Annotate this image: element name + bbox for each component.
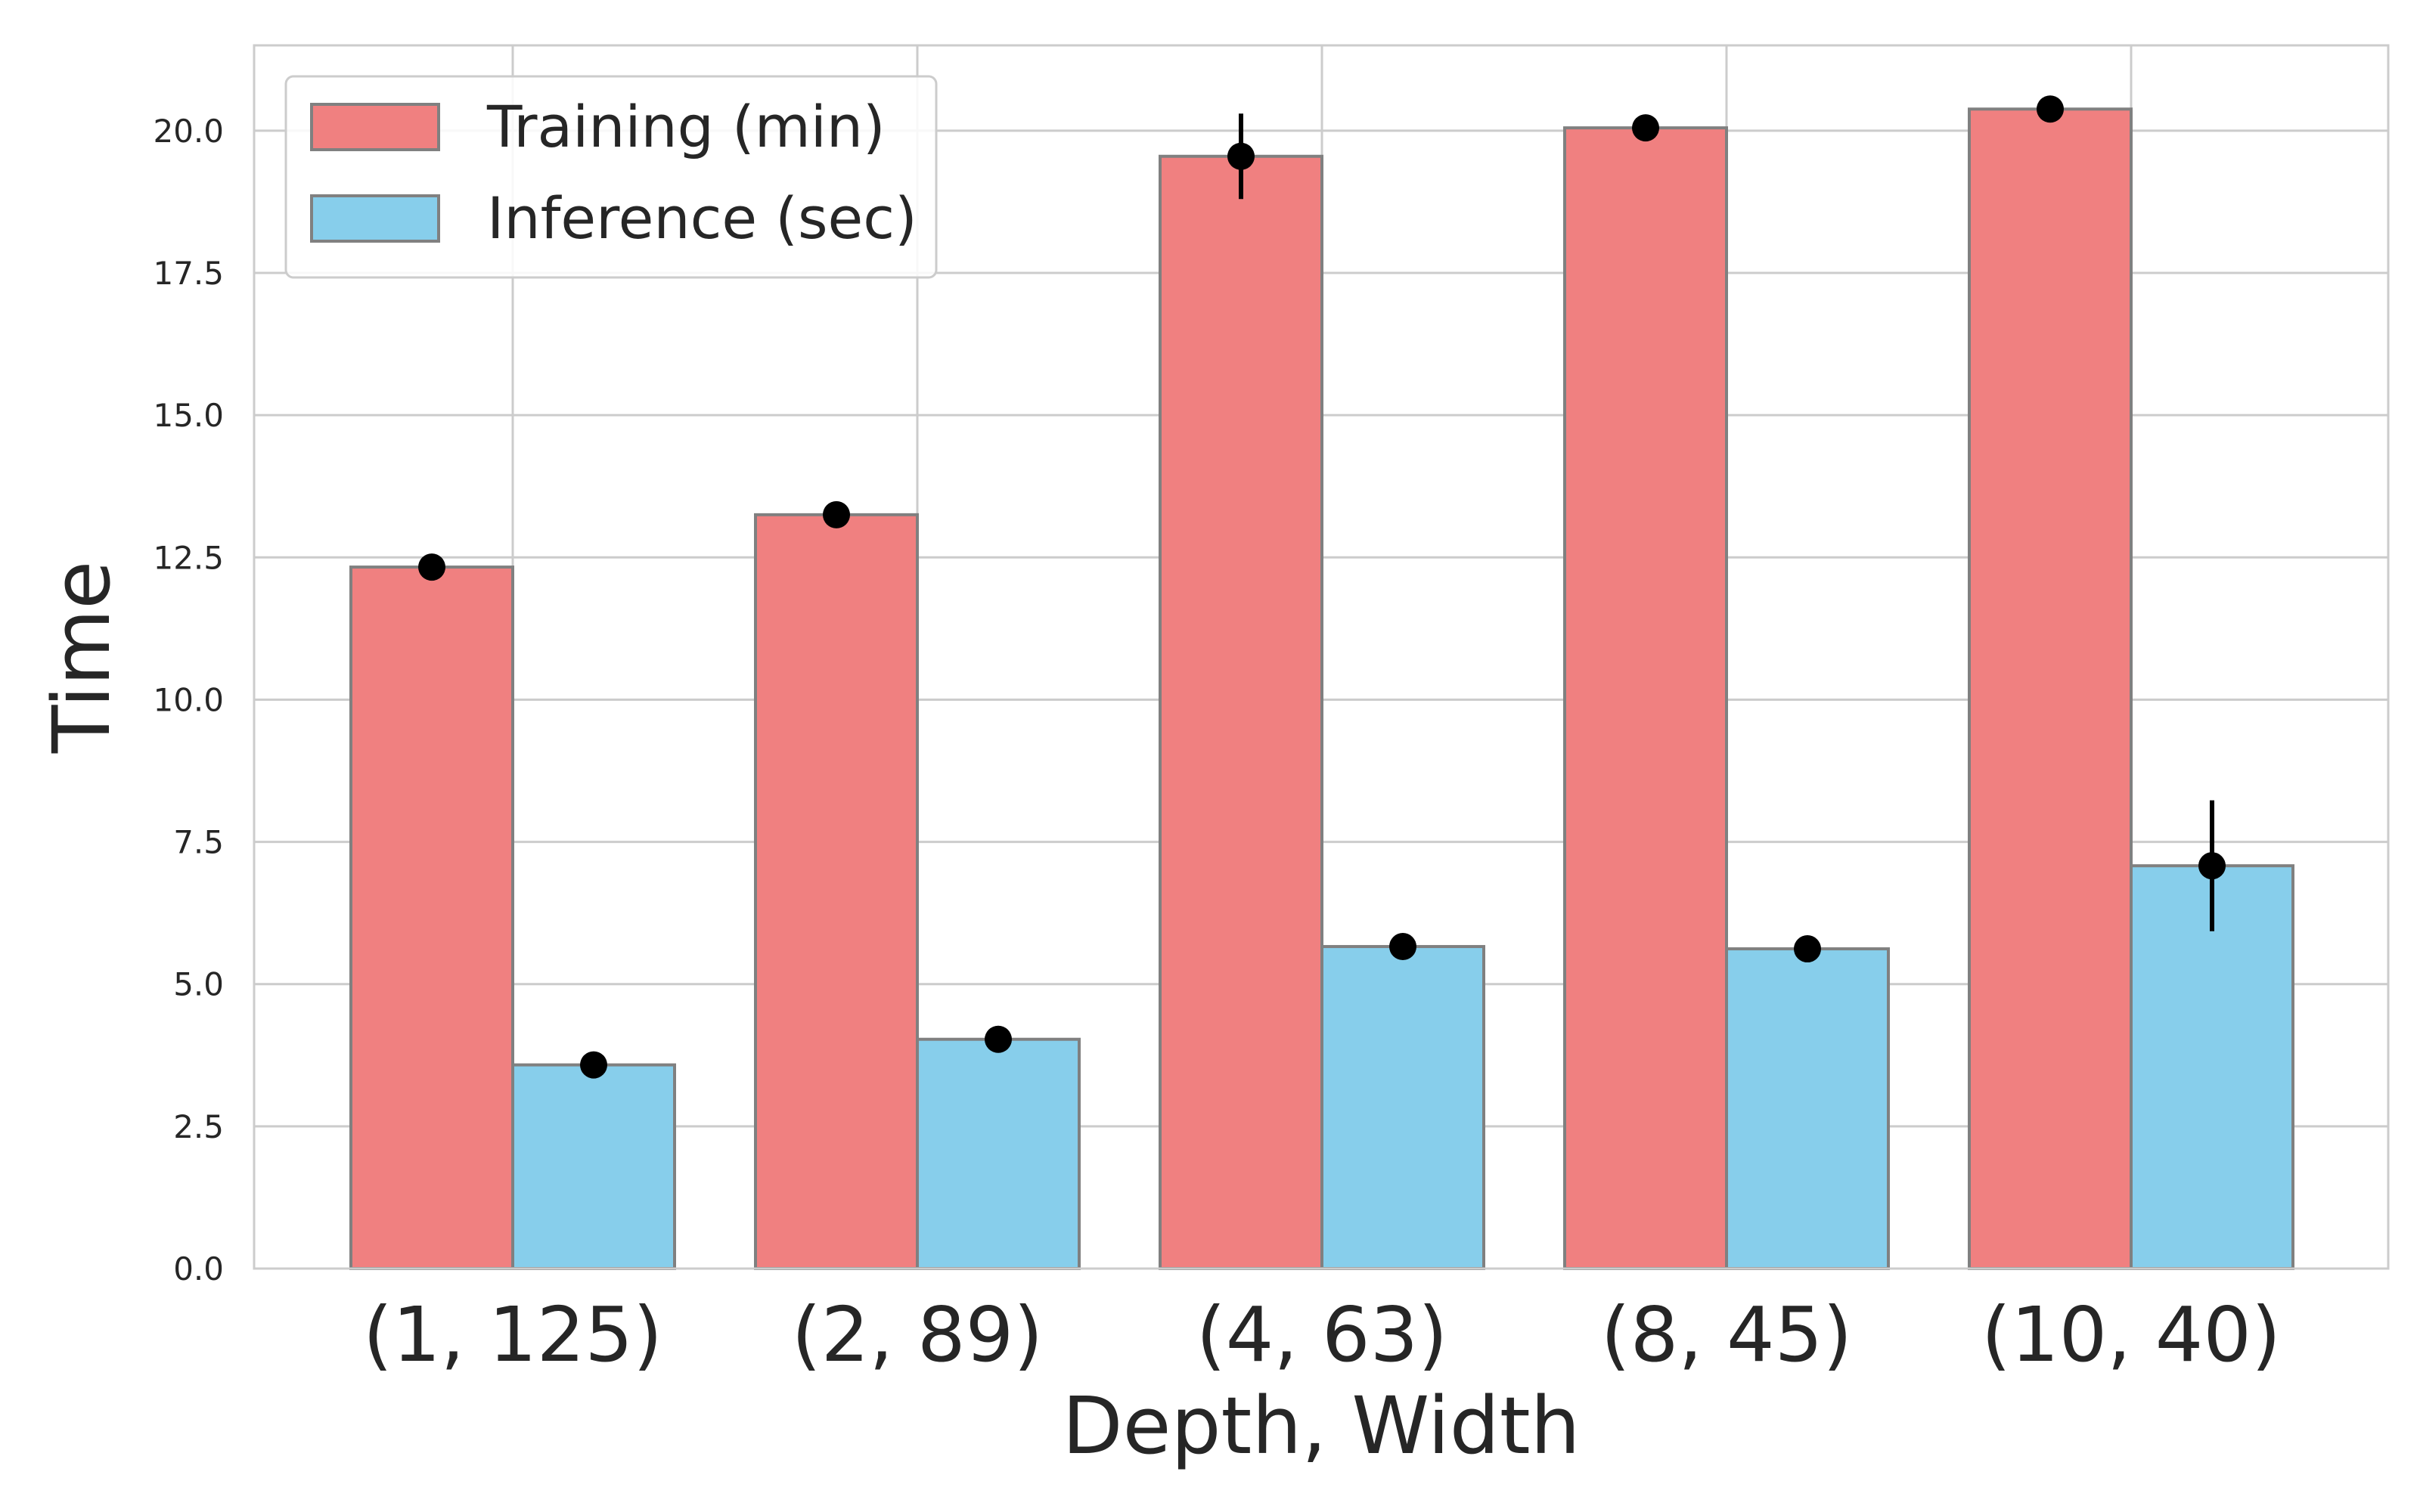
x-tick-label: (1, 125) <box>363 1290 662 1379</box>
y-axis-label: Time <box>36 561 128 754</box>
mean-marker-inference <box>985 1025 1012 1053</box>
y-tick-label: 5.0 <box>173 966 224 1003</box>
bar-training <box>349 565 514 1270</box>
mean-marker-inference <box>1794 935 1821 963</box>
mean-marker-inference <box>2198 852 2226 880</box>
legend-swatch-inference <box>310 194 440 243</box>
plot-frame <box>253 44 2390 1270</box>
markers <box>418 95 2226 1079</box>
legend-label-training: Training (min) <box>486 93 886 160</box>
y-tick-label: 2.5 <box>173 1108 224 1145</box>
legend: Training (min) Inference (sec) <box>284 75 938 279</box>
y-tick-label: 10.0 <box>153 681 224 718</box>
y-tick-labels: 0.0 2.5 5.0 7.5 10.0 12.5 15.0 17.5 20.0 <box>153 113 224 1287</box>
bars <box>349 107 2294 1271</box>
y-tick-label: 0.0 <box>173 1250 224 1287</box>
mean-marker-training <box>418 553 445 581</box>
x-tick-label: (8, 45) <box>1601 1290 1852 1379</box>
bar-training <box>1159 154 1323 1271</box>
legend-swatch-training <box>310 103 440 151</box>
mean-marker-training <box>2037 95 2064 123</box>
mean-marker-training <box>823 500 850 528</box>
bar-inference <box>1320 945 1485 1271</box>
bar-inference <box>511 1063 676 1271</box>
y-tick-label: 20.0 <box>153 113 224 150</box>
bar-training <box>1968 107 2133 1271</box>
x-axis-label: Depth, Width <box>1062 1380 1580 1472</box>
x-tick-label: (10, 40) <box>1981 1290 2281 1379</box>
x-tick-label: (2, 89) <box>792 1290 1043 1379</box>
bar-inference <box>916 1037 1081 1271</box>
legend-box <box>284 75 938 279</box>
mean-marker-training <box>1632 114 1659 142</box>
y-tick-label: 17.5 <box>153 255 224 292</box>
x-tick-labels: (1, 125) (2, 89) (4, 63) (8, 45) (10, 40) <box>363 1290 2281 1379</box>
y-tick-label: 7.5 <box>173 824 224 861</box>
bar-training <box>754 513 919 1270</box>
x-tick-label: (4, 63) <box>1196 1290 1447 1379</box>
mean-marker-inference <box>580 1051 607 1079</box>
legend-label-inference: Inference (sec) <box>487 184 917 252</box>
bar-training <box>1563 126 1728 1270</box>
y-tick-label: 12.5 <box>153 539 224 576</box>
y-tick-label: 15.0 <box>153 397 224 434</box>
mean-marker-inference <box>1389 933 1416 961</box>
mean-marker-training <box>1227 142 1255 170</box>
bar-inference <box>1725 947 1890 1271</box>
